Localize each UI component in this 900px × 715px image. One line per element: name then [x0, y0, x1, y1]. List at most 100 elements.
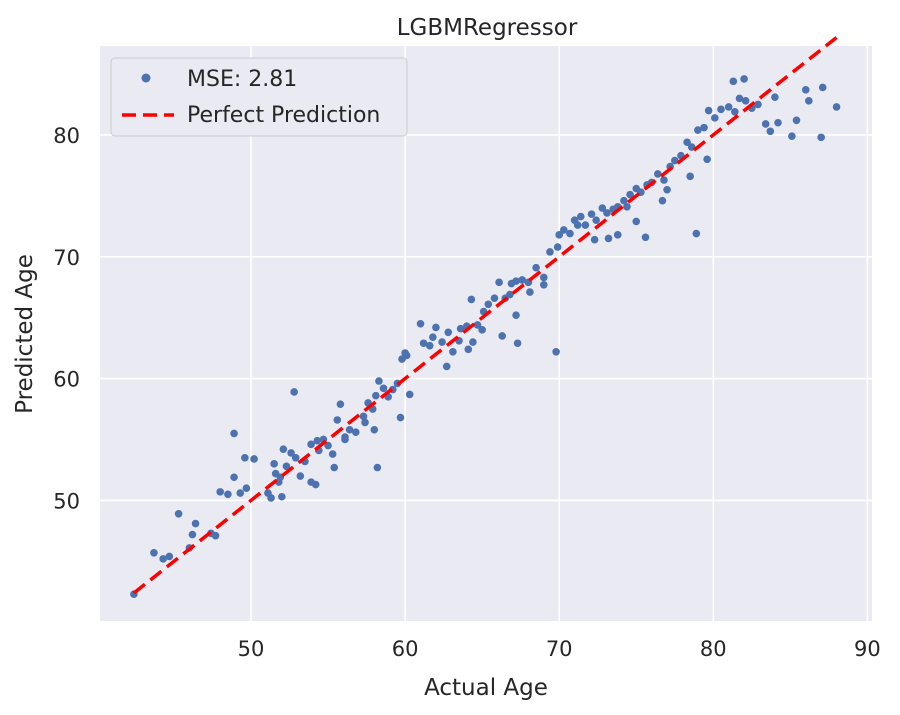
data-point [373, 463, 382, 472]
data-point [754, 100, 762, 109]
y-tick-label: 70 [53, 246, 80, 270]
data-point [270, 460, 278, 468]
data-point [818, 83, 827, 92]
data-point [740, 75, 748, 83]
data-point [401, 349, 409, 357]
legend-box [110, 57, 408, 137]
data-point [587, 210, 596, 218]
data-point [333, 416, 342, 424]
legend-label-mse: MSE: 2.81 [187, 67, 297, 92]
data-point [416, 319, 425, 328]
data-point [361, 418, 369, 427]
y-axis-label: Predicted Age [12, 254, 38, 414]
data-point [817, 133, 825, 142]
data-point [467, 295, 476, 304]
data-point [573, 221, 582, 229]
data-point [405, 390, 414, 399]
data-point [370, 425, 379, 434]
data-point [498, 332, 506, 340]
data-point [438, 338, 446, 346]
x-tick-label: 90 [854, 637, 881, 661]
data-point [506, 290, 514, 299]
chart-title: LGBMRegressor [397, 15, 578, 41]
x-tick-label: 80 [700, 637, 727, 661]
data-point [613, 231, 622, 239]
data-point [267, 494, 275, 502]
data-point [560, 226, 568, 234]
data-point [663, 185, 671, 194]
data-point [741, 97, 750, 105]
data-point [287, 449, 295, 457]
data-point [464, 345, 473, 354]
data-point [729, 77, 738, 86]
data-point [774, 118, 782, 127]
data-point [717, 105, 725, 114]
data-point [449, 347, 457, 356]
data-point [442, 362, 451, 371]
data-point [623, 203, 631, 211]
data-point [444, 328, 453, 337]
data-point [805, 97, 813, 105]
data-point [379, 384, 388, 393]
data-point [351, 428, 360, 436]
data-point [345, 425, 354, 434]
data-point [174, 509, 183, 518]
data-point [576, 212, 585, 221]
data-point [590, 235, 599, 244]
data-point [271, 469, 280, 478]
data-point [512, 311, 520, 320]
data-point [296, 472, 305, 480]
data-point [336, 400, 345, 408]
data-point [311, 480, 320, 489]
perfect-prediction-line [132, 36, 838, 595]
data-point [660, 176, 668, 184]
data-point [832, 103, 841, 111]
data-point [224, 490, 232, 499]
data-point [513, 339, 522, 348]
data-point [555, 231, 563, 239]
data-point [670, 156, 679, 165]
data-point [566, 229, 574, 238]
data-point [372, 391, 380, 400]
data-point [711, 114, 719, 122]
data-point [165, 552, 174, 561]
data-point [654, 170, 662, 178]
data-point [546, 248, 554, 256]
data-point [792, 116, 801, 125]
data-point [291, 453, 300, 462]
data-point [686, 172, 694, 181]
data-point [552, 347, 560, 356]
data-point [429, 333, 437, 341]
data-point [313, 436, 322, 445]
data-point [250, 455, 258, 463]
data-point [307, 440, 315, 449]
data-point [539, 280, 548, 289]
data-point [150, 548, 158, 557]
data-point [692, 229, 701, 238]
data-point [553, 243, 562, 251]
legend-label-perfect-prediction: Perfect Prediction [187, 103, 380, 128]
data-point [518, 276, 527, 284]
data-point [724, 103, 733, 111]
data-point [603, 209, 611, 217]
data-point [495, 278, 503, 287]
data-point [242, 484, 251, 493]
data-point [539, 273, 548, 282]
data-point [703, 155, 711, 164]
tick-labels: 50 60 70 80 90 50 60 70 80 [53, 124, 880, 661]
y-tick-label: 60 [53, 368, 80, 392]
data-point [188, 530, 197, 539]
data-point [704, 106, 713, 115]
y-tick-label: 50 [53, 489, 80, 513]
data-point [532, 263, 540, 272]
data-point [484, 300, 493, 309]
data-point [735, 94, 744, 103]
data-point [490, 294, 499, 302]
y-tick-label: 80 [53, 124, 80, 148]
data-point [632, 217, 641, 226]
data-point [694, 126, 702, 134]
data-point [236, 489, 245, 497]
data-point [473, 321, 482, 329]
x-axis-label: Actual Age [424, 675, 548, 701]
